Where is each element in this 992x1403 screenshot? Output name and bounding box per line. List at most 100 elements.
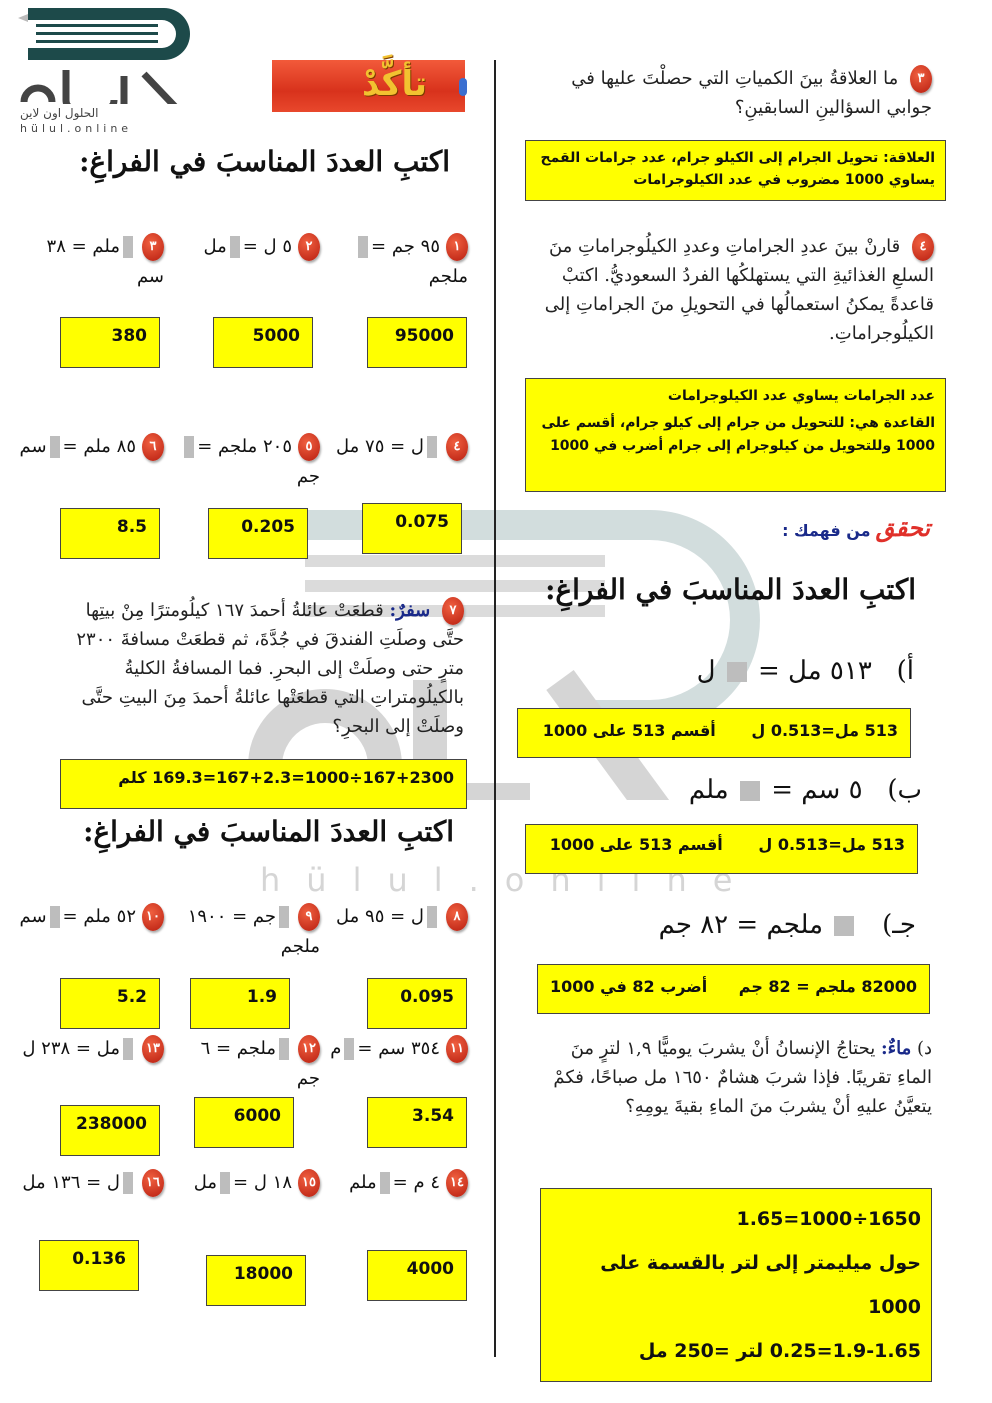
- d-label: ماءٌ:: [880, 1038, 912, 1059]
- answer-value: 0.075: [395, 512, 449, 532]
- answer-line: يساوي 1000 مضروب في عدد الكيلوجرامات: [633, 172, 935, 188]
- answer-box: 0.205: [208, 508, 308, 559]
- blank-box: [739, 781, 760, 801]
- exercise-a: أ) ٥١٣ مل = ل: [697, 654, 914, 688]
- check-understanding-title: تحقق من فهمك :: [720, 514, 930, 550]
- answer-main: 513 مل=0.513 ل: [751, 721, 898, 740]
- number-badge: ٥: [298, 433, 320, 461]
- banner-gem-icon: [459, 78, 467, 96]
- answer-value: 6000: [233, 1106, 281, 1126]
- answer-box: 95000: [367, 317, 467, 368]
- answer-main: 82000 ملجم = 82 جم: [738, 977, 917, 996]
- answer-value: 8.5: [116, 517, 147, 537]
- answer-box: 6000: [194, 1097, 294, 1148]
- question-7: ٧ سفرٌ: قطعَتْ عائلةُ أحمدَ ١٦٧ كيلُومتر…: [60, 596, 464, 741]
- conversion-prompt: ١٥ ١٨ ل = مل: [172, 1168, 320, 1198]
- prompt-rhs: ملجم = ٦ جم: [200, 1038, 320, 1089]
- banner-label: تأكَّدْ: [362, 64, 427, 104]
- answer-box: 0.075: [362, 503, 462, 554]
- answer-line: 1650÷1000=1.65: [736, 1208, 921, 1230]
- d-text: يحتاجُ الإنسانُ أنْ يشربَ يوميًّا ١,٩ لت…: [553, 1038, 932, 1117]
- answer-line: العلاقة: تحويل الجرام إلى الكيلو جرام، ع…: [540, 150, 935, 166]
- number-badge: ٦: [142, 433, 164, 461]
- answer-line: القاعدة هي: للتحويل من جرام إلى كيلو جرا…: [541, 415, 935, 431]
- right-heading: اكتبِ العددَ المناسبَ في الفراغِ:: [545, 573, 916, 606]
- exercise-letter: د): [916, 1038, 932, 1059]
- exercise-letter: أ): [896, 656, 914, 686]
- answer-box: 5000: [213, 317, 313, 368]
- answer-value: 18000: [233, 1264, 293, 1284]
- prompt-rhs: ل = ١٣٦ مل: [22, 1172, 120, 1193]
- number-badge: ١٦: [142, 1169, 164, 1197]
- answer-line: 1000 وللتحويل من كيلوجرام إلى جرام أضرب …: [550, 438, 935, 454]
- answer-line: حول ميليمتر إلى لتر بالقسمة على 1000: [600, 1252, 921, 1318]
- conversion-prompt: ١١ ٣٥٤ سم = م: [328, 1034, 468, 1064]
- exercise-d: د) ماءٌ: يحتاجُ الإنسانُ أنْ يشربَ يوميً…: [540, 1034, 932, 1121]
- number-badge: ١٠: [142, 903, 164, 931]
- answer-box: 380: [60, 317, 160, 368]
- exercise-letter: جـ): [882, 910, 916, 940]
- conversion-prompt: ١٤ ٤ م = ملم: [328, 1168, 468, 1198]
- answer-box-a: 513 مل=0.513 ل أقسم 513 على 1000: [517, 708, 911, 758]
- answer-box: 0.136: [39, 1240, 139, 1291]
- answer-value: 95000: [394, 326, 454, 346]
- answer-value: 1.9: [246, 987, 277, 1007]
- answer-box: 4000: [367, 1250, 467, 1301]
- conversion-prompt: ١٦ ل = ١٣٦ مل: [18, 1168, 164, 1198]
- exercise-rhs: ل: [696, 656, 716, 686]
- prompt-rhs: جم = ١٩٠٠ ملجم: [187, 906, 320, 957]
- prompt-lhs: ٣٥٤ سم =: [357, 1038, 440, 1059]
- exercise-rhs: ملم: [688, 775, 729, 805]
- blank-box: [344, 1038, 355, 1060]
- answer-box: 3.54: [367, 1097, 467, 1148]
- answer-box-q7: 167+2300÷1000=167+2.3=169.3 كلم: [60, 759, 467, 809]
- answer-main: 513 مل=0.513 ل: [758, 835, 905, 854]
- answer-box: 18000: [206, 1255, 306, 1306]
- q3-text: ما العلاقةُ بينَ الكمياتِ التي حصلْتَ عل…: [571, 68, 932, 118]
- exercise-rhs: ملجم = ٨٢ جم: [658, 910, 824, 940]
- left-heading-2: اكتبِ العددَ المناسبَ في الفراغِ:: [83, 815, 454, 848]
- number-badge: ١٢: [298, 1035, 320, 1063]
- check-title: تحقق: [875, 514, 930, 542]
- number-badge: ٤: [446, 433, 468, 461]
- question-4: ٤ قارنْ بينَ عددِ الجراماتِ وعددِ الكيلُ…: [530, 232, 934, 348]
- answer-note: أقسم 513 على 1000: [549, 835, 723, 854]
- blank-box: [358, 236, 369, 258]
- conversion-prompt: ٤ ل = ٧٥ مل: [328, 432, 468, 462]
- number-badge: ١١: [446, 1035, 468, 1063]
- question-3: ٣ ما العلاقةُ بينَ الكمياتِ التي حصلْتَ …: [528, 64, 932, 122]
- blank-box: [427, 906, 437, 928]
- hulul-logo: الحلول اون لاين hülul.online: [14, 4, 194, 138]
- blank-box: [279, 1038, 289, 1060]
- prompt-rhs: جم: [296, 466, 320, 487]
- prompt-rhs: ملجم: [428, 266, 468, 287]
- prompt-rhs: ل = ٩٥ مل: [336, 906, 424, 927]
- conversion-prompt: ١٢ملجم = ٦ جم: [172, 1034, 320, 1094]
- blank-box: [229, 236, 240, 258]
- blank-box: [123, 1038, 133, 1060]
- number-badge: ٢: [298, 233, 320, 261]
- answer-note: أقسم 513 على 1000: [542, 721, 716, 740]
- conversion-prompt: ٢ ٥ ل = مل: [172, 232, 320, 262]
- blank-box: [834, 916, 855, 936]
- conversion-prompt: ١٠ ٥٢ ملم = سم: [18, 902, 164, 932]
- answer-value: 5.2: [116, 987, 147, 1007]
- answer-box: 5.2: [60, 978, 160, 1029]
- prompt-lhs: ٨٥ ملم =: [62, 436, 136, 457]
- answer-note: أضرب 82 في 1000: [550, 977, 708, 996]
- conversion-prompt: ١ ٩٥ جم = ملجم: [328, 232, 468, 292]
- conversion-prompt: ٨ ل = ٩٥ مل: [328, 902, 468, 932]
- prompt-rhs: سم: [19, 906, 47, 927]
- answer-box-q4: عدد الجرامات يساوي عدد الكيلوجرامات القا…: [525, 378, 946, 492]
- blank-box: [123, 236, 133, 258]
- prompt-rhs: ملم = ٣٨ سم: [46, 236, 164, 287]
- answer-box: 8.5: [60, 508, 160, 559]
- left-heading-1: اكتبِ العددَ المناسبَ في الفراغِ:: [79, 145, 450, 178]
- blank-box: [220, 1172, 231, 1194]
- answer-value: 0.136: [72, 1249, 126, 1269]
- answer-text: 167+2300÷1000=167+2.3=169.3 كلم: [118, 768, 454, 787]
- number-badge: ٤: [912, 233, 934, 261]
- answer-value: 0.205: [241, 517, 295, 537]
- logo-latin: hülul.online: [20, 122, 133, 135]
- prompt-lhs: ٩٥ جم =: [371, 236, 440, 257]
